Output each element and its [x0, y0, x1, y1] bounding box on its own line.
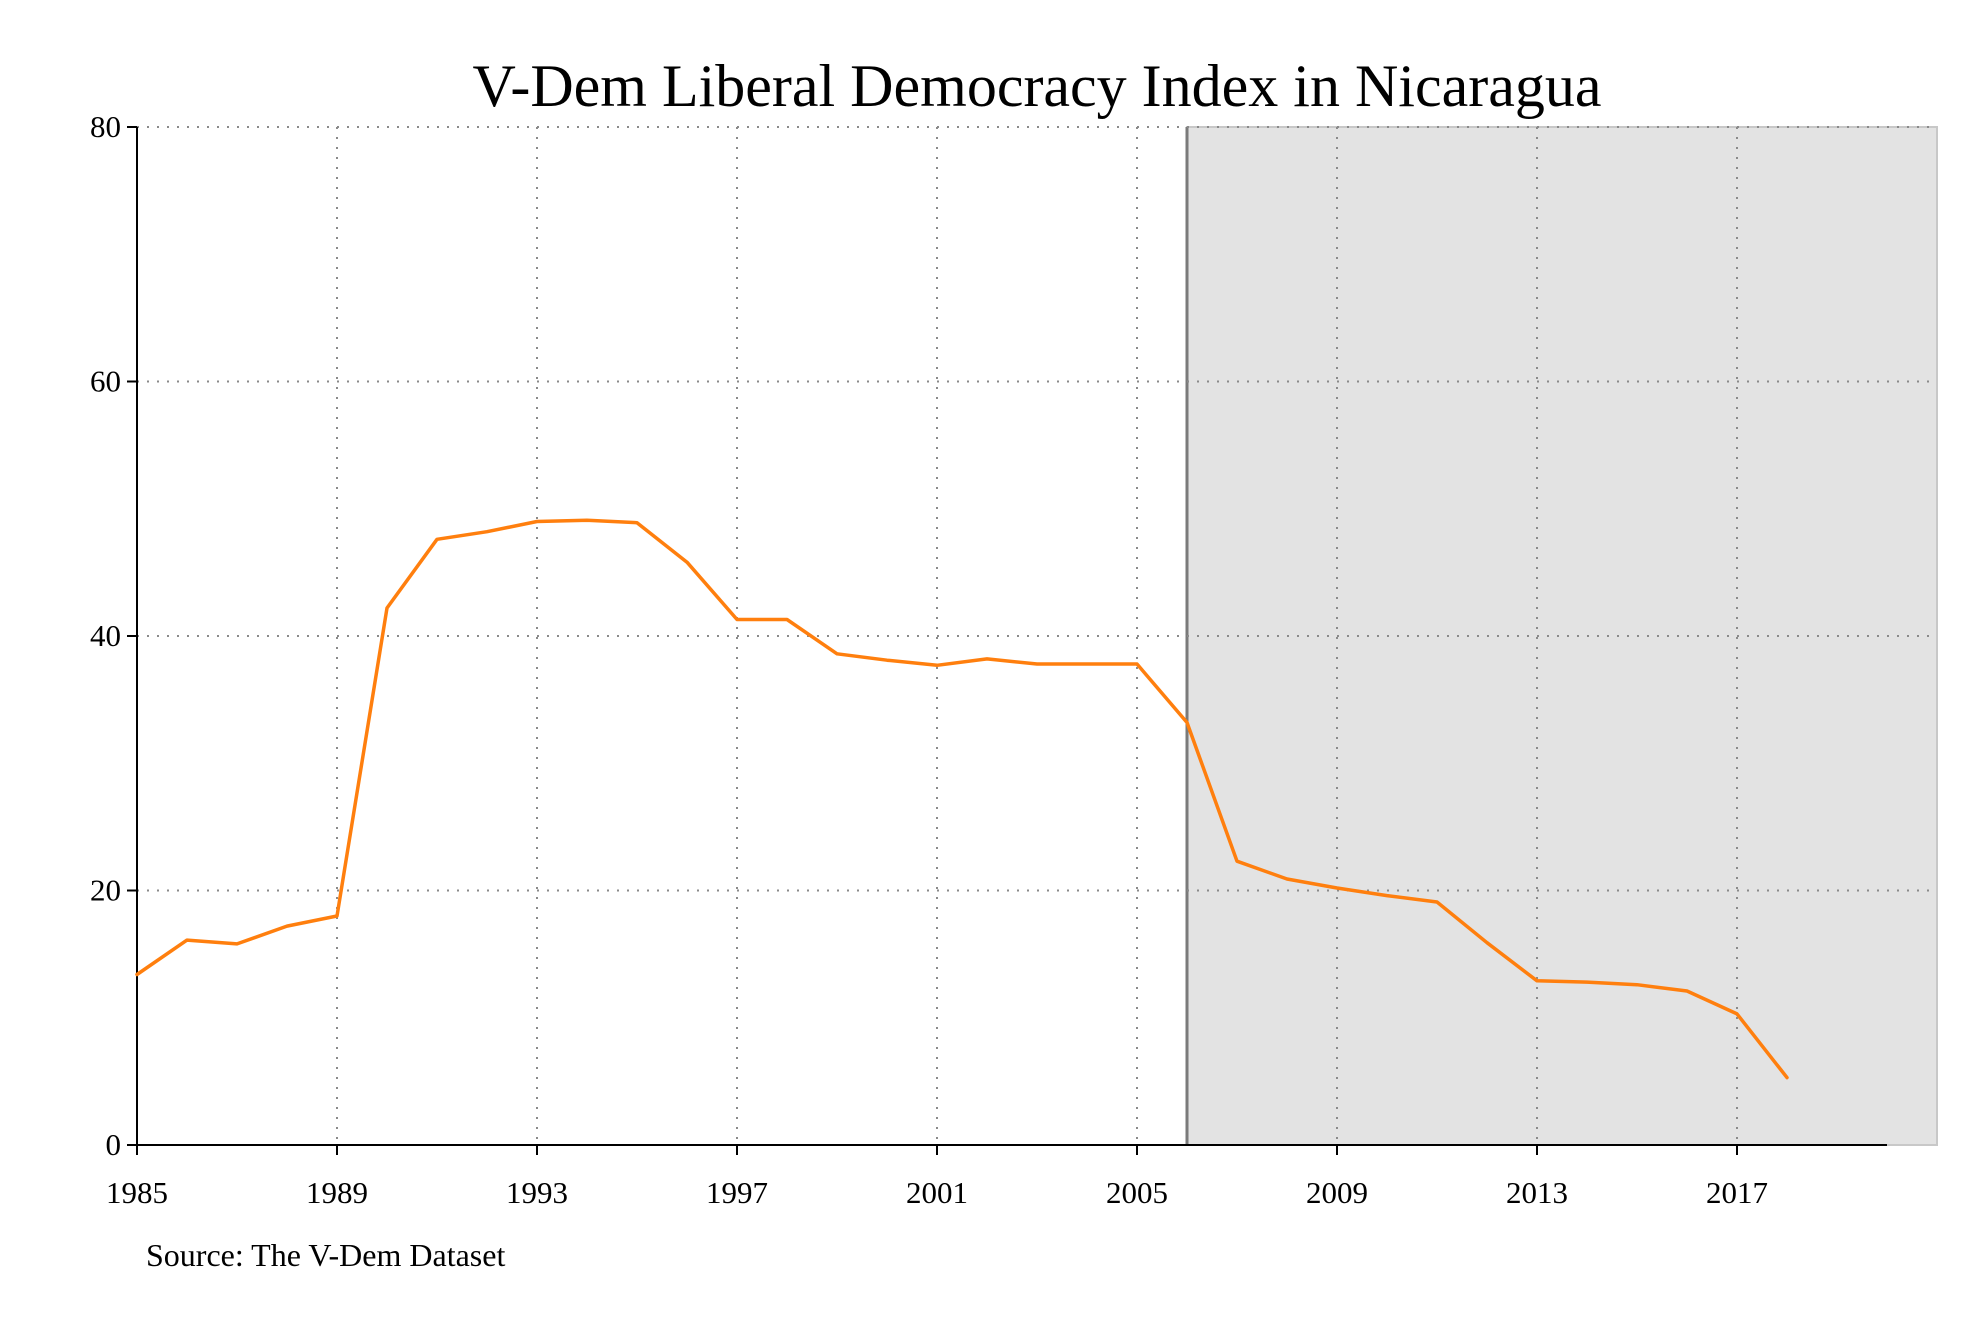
x-tick-label: 2009 [1306, 1175, 1368, 1210]
series-line [135, 518, 1789, 1080]
y-tick-label: 20 [90, 873, 121, 908]
y-tick-label: 60 [90, 364, 121, 399]
x-tick-label: 2013 [1506, 1175, 1568, 1210]
x-tick-label: 1997 [706, 1175, 768, 1210]
y-tick-label: 0 [106, 1127, 122, 1162]
x-tick-label: 2001 [906, 1175, 968, 1210]
gridlines [137, 126, 1937, 1145]
shaded-region [1186, 126, 1938, 1146]
tick-labels: 0 20 40 60 80 1985 1989 1993 1997 2001 2005 2009 201… [90, 109, 1768, 1210]
chart-title: V-Dem Liberal Democracy Index in Nicarag… [473, 53, 1602, 119]
x-tick-label: 2017 [1706, 1175, 1768, 1210]
shaded-region-layer [1185, 126, 1938, 1146]
x-tick-label: 1993 [506, 1175, 568, 1210]
source-note: Source: The V-Dem Dataset [146, 1237, 505, 1273]
x-tick-label: 1989 [306, 1175, 368, 1210]
y-tick-label: 40 [90, 618, 121, 653]
x-tick-label: 1985 [106, 1175, 168, 1210]
x-tick-label: 2005 [1106, 1175, 1168, 1210]
y-tick-label: 80 [90, 109, 121, 144]
series-layer [135, 518, 1789, 1080]
